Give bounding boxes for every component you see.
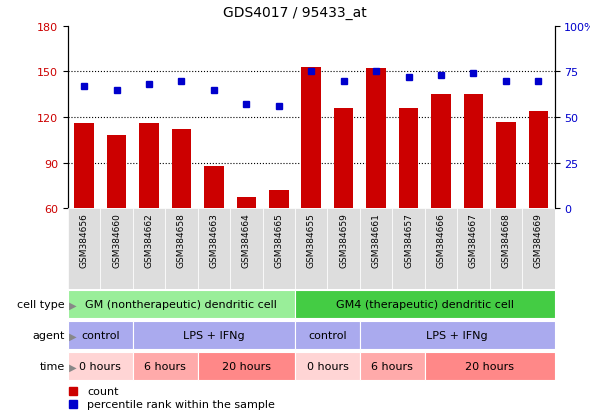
Text: control: control — [81, 330, 120, 341]
Bar — [334, 109, 353, 209]
Text: 0 hours: 0 hours — [307, 361, 348, 372]
Text: percentile rank within the sample: percentile rank within the sample — [87, 399, 275, 409]
Bar — [107, 136, 126, 209]
Bar — [295, 322, 360, 349]
Text: GSM384657: GSM384657 — [404, 213, 413, 267]
Bar — [399, 109, 418, 209]
Bar — [68, 322, 133, 349]
Bar — [230, 209, 263, 289]
Bar — [360, 353, 425, 380]
Text: LPS + IFNg: LPS + IFNg — [427, 330, 488, 341]
Bar — [139, 124, 159, 209]
Text: GSM384666: GSM384666 — [437, 213, 445, 267]
Text: GSM384661: GSM384661 — [372, 213, 381, 267]
Text: control: control — [308, 330, 347, 341]
Bar — [172, 130, 191, 209]
Bar — [366, 69, 386, 209]
Bar — [301, 68, 321, 209]
Text: 6 hours: 6 hours — [145, 361, 186, 372]
Bar — [133, 353, 198, 380]
Text: count: count — [87, 386, 119, 396]
Text: 20 hours: 20 hours — [465, 361, 514, 372]
Text: GSM384660: GSM384660 — [112, 213, 121, 267]
Bar — [360, 322, 555, 349]
Text: GSM384664: GSM384664 — [242, 213, 251, 267]
Bar — [68, 209, 100, 289]
Text: ▶: ▶ — [66, 299, 77, 310]
Bar — [133, 322, 295, 349]
Text: GSM384667: GSM384667 — [469, 213, 478, 267]
Bar — [490, 209, 522, 289]
Bar — [522, 209, 555, 289]
Bar — [198, 209, 230, 289]
Text: LPS + IFNg: LPS + IFNg — [183, 330, 245, 341]
Bar — [74, 124, 94, 209]
Bar — [295, 209, 327, 289]
Bar — [464, 95, 483, 209]
Bar — [100, 209, 133, 289]
Bar — [133, 209, 165, 289]
Text: GSM384659: GSM384659 — [339, 213, 348, 267]
Text: GSM384668: GSM384668 — [502, 213, 510, 267]
Text: GSM384669: GSM384669 — [534, 213, 543, 267]
Bar — [68, 291, 295, 318]
Text: GSM384656: GSM384656 — [80, 213, 88, 267]
Bar — [263, 209, 295, 289]
Bar — [198, 353, 295, 380]
Bar — [392, 209, 425, 289]
Bar — [529, 112, 548, 209]
Text: cell type: cell type — [17, 299, 65, 310]
Text: ▶: ▶ — [66, 330, 77, 341]
Text: GM (nontherapeutic) dendritic cell: GM (nontherapeutic) dendritic cell — [86, 299, 277, 310]
Text: time: time — [40, 361, 65, 372]
Bar — [496, 122, 516, 209]
Text: 20 hours: 20 hours — [222, 361, 271, 372]
Text: GDS4017 / 95433_at: GDS4017 / 95433_at — [223, 7, 367, 20]
Text: GSM384662: GSM384662 — [145, 213, 153, 267]
Bar — [295, 353, 360, 380]
Text: GM4 (therapeutic) dendritic cell: GM4 (therapeutic) dendritic cell — [336, 299, 514, 310]
Text: GSM384663: GSM384663 — [209, 213, 218, 267]
Text: GSM384665: GSM384665 — [274, 213, 283, 267]
Text: 0 hours: 0 hours — [80, 361, 121, 372]
Bar — [237, 198, 256, 209]
Bar — [269, 190, 289, 209]
Text: GSM384658: GSM384658 — [177, 213, 186, 267]
Bar — [431, 95, 451, 209]
Bar — [425, 209, 457, 289]
Text: agent: agent — [32, 330, 65, 341]
Text: GSM384655: GSM384655 — [307, 213, 316, 267]
Bar — [68, 353, 133, 380]
Bar — [457, 209, 490, 289]
Bar — [327, 209, 360, 289]
Bar — [165, 209, 198, 289]
Bar — [295, 291, 555, 318]
Text: 6 hours: 6 hours — [372, 361, 413, 372]
Text: ▶: ▶ — [66, 361, 77, 372]
Bar — [425, 353, 555, 380]
Bar — [360, 209, 392, 289]
Bar — [204, 166, 224, 209]
